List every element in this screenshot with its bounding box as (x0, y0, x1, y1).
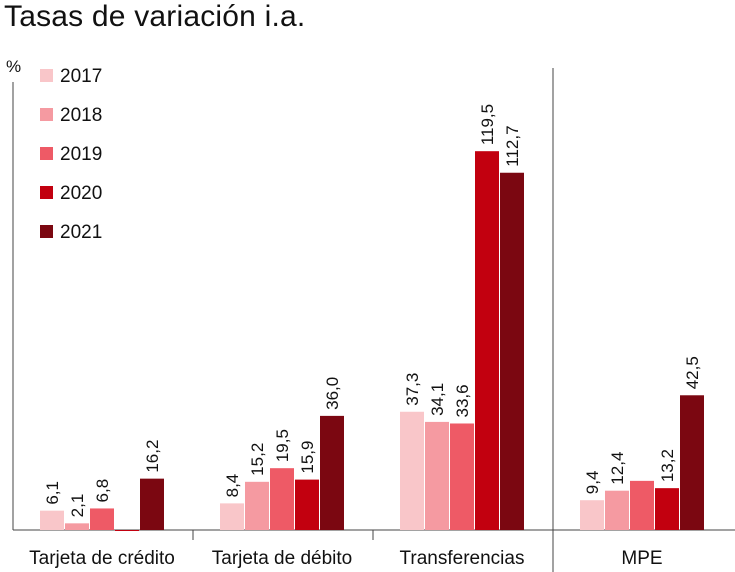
x-tick-label-tarjeta-de-credito: Tarjeta de crédito (29, 548, 175, 569)
value-label-mpe-2018: 12,4 (608, 452, 627, 485)
bar-mpe-2018 (605, 490, 629, 530)
bar-mpe-2019 (630, 480, 654, 530)
bar-mpe-2020 (655, 488, 679, 530)
bar-tarjeta-de-credito-2018 (65, 523, 89, 530)
value-label-tarjeta-de-debito-2017: 8,4 (223, 474, 242, 498)
value-label-tarjeta-de-debito-2018: 15,2 (248, 443, 267, 476)
bar-transferencias-2019 (450, 423, 474, 530)
legend-label-2020: 2020 (60, 183, 102, 204)
legend-swatch-2021 (40, 225, 53, 238)
value-label-tarjeta-de-debito-2019: 19,5 (273, 429, 292, 462)
bar-tarjeta-de-debito-2018 (245, 481, 269, 530)
value-label-tarjeta-de-debito-2021: 36,0 (323, 377, 342, 410)
value-label-mpe-2020: 13,2 (658, 449, 677, 482)
legend-label-2018: 2018 (60, 105, 102, 126)
legend-swatch-2020 (40, 186, 53, 199)
bars-group (40, 151, 704, 531)
legend-swatch-2017 (40, 69, 53, 82)
x-tick-label-tarjeta-de-debito: Tarjeta de débito (212, 548, 353, 569)
bar-mpe-2017 (580, 500, 604, 530)
value-label-transferencias-2018: 34,1 (428, 383, 447, 416)
bar-tarjeta-de-debito-2020 (295, 479, 319, 530)
bar-tarjeta-de-debito-2021 (320, 415, 344, 530)
legend-swatch-2018 (40, 108, 53, 121)
legend-label-2021: 2021 (60, 222, 102, 243)
legend-label-2017: 2017 (60, 66, 102, 87)
bar-tarjeta-de-debito-2017 (220, 503, 244, 530)
value-label-tarjeta-de-credito-2017: 6,1 (43, 481, 62, 505)
value-label-mpe-2017: 9,4 (583, 471, 602, 495)
bar-mpe-2021 (680, 395, 704, 530)
legend: 2017 2018 2019 2020 2021 (40, 66, 102, 243)
bar-transferencias-2021 (500, 172, 524, 530)
value-label-mpe-2021: 42,5 (683, 356, 702, 389)
y-axis-unit-label: % (6, 57, 21, 76)
bar-tarjeta-de-credito-2021 (140, 478, 164, 530)
value-label-transferencias-2017: 37,3 (403, 373, 422, 406)
value-label-tarjeta-de-debito-2020: 15,9 (298, 441, 317, 474)
value-label-tarjeta-de-credito-2021: 16,2 (143, 440, 162, 473)
legend-swatch-2019 (40, 147, 53, 160)
bar-tarjeta-de-credito-2017 (40, 510, 64, 530)
value-label-transferencias-2021: 112,7 (503, 125, 522, 166)
x-tick-label-mpe: MPE (621, 548, 662, 569)
chart-title: Tasas de variación i.a. (4, 0, 306, 33)
x-tick-label-transferencias: Transferencias (400, 548, 525, 569)
bar-transferencias-2020 (475, 151, 499, 530)
value-label-transferencias-2019: 33,6 (453, 384, 472, 417)
value-label-tarjeta-de-credito-2019: 6,8 (93, 479, 112, 503)
value-label-tarjeta-de-credito-2018: 2,1 (68, 494, 87, 518)
legend-label-2019: 2019 (60, 144, 102, 165)
bar-tarjeta-de-credito-2019 (90, 508, 114, 530)
bar-tarjeta-de-credito-2020 (115, 530, 139, 531)
bar-transferencias-2017 (400, 411, 424, 530)
x-axis-labels: Tarjeta de crédito Tarjeta de débito Trans… (29, 530, 663, 569)
value-label-transferencias-2020: 119,5 (478, 104, 497, 145)
bar-transferencias-2018 (425, 421, 449, 530)
bar-tarjeta-de-debito-2019 (270, 468, 294, 530)
value-labels-group: 6,1 2,1 6,8 16,2 8,4 15,2 19,5 15,9 36,0 37,3 34,1… (43, 104, 702, 517)
